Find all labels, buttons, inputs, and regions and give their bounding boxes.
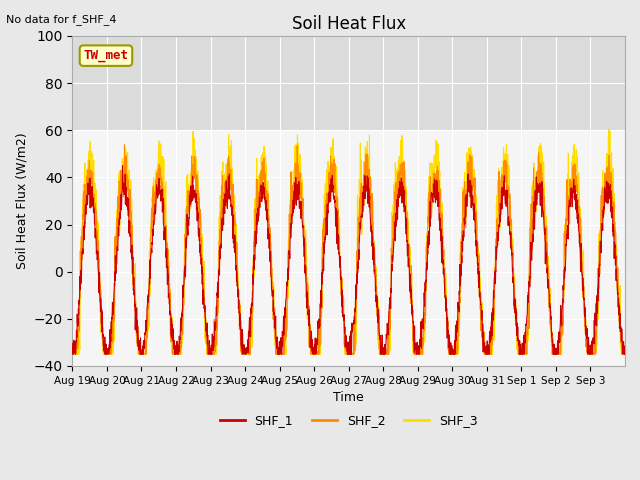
Y-axis label: Soil Heat Flux (W/m2): Soil Heat Flux (W/m2) [15, 132, 28, 269]
SHF_2 [614, 289, 621, 295]
Legend: SHF_1, SHF_2, SHF_3: SHF_1, SHF_2, SHF_3 [214, 409, 483, 432]
Text: No data for f_SHF_4: No data for f_SHF_4 [6, 14, 117, 25]
X-axis label: Time: Time [333, 391, 364, 404]
SHF_3 [68, 351, 76, 357]
SHF_3 [547, 285, 554, 290]
SHF_2 [516, 351, 524, 357]
Line: SHF_2: SHF_2 [72, 145, 625, 354]
Line: SHF_3: SHF_3 [72, 130, 625, 354]
SHF_3 [515, 351, 523, 357]
SHF_2 [68, 348, 76, 354]
SHF_2 [124, 177, 132, 182]
SHF_3 [605, 127, 612, 132]
SHF_1 [614, 291, 621, 297]
SHF_1 [69, 351, 77, 357]
Title: Soil Heat Flux: Soil Heat Flux [292, 15, 406, 33]
SHF_1 [383, 332, 390, 337]
Line: SHF_1: SHF_1 [72, 166, 625, 354]
SHF_1 [621, 349, 629, 355]
SHF_3 [621, 351, 629, 357]
SHF_1 [124, 205, 132, 211]
SHF_3 [382, 351, 390, 357]
Bar [72, 36, 625, 130]
SHF_2 [621, 351, 629, 357]
SHF_2 [547, 313, 554, 319]
SHF_3 [243, 351, 251, 357]
SHF_3 [124, 150, 131, 156]
SHF_2 [120, 142, 128, 148]
SHF_1 [547, 311, 554, 316]
SHF_1 [243, 350, 251, 356]
Text: TW_met: TW_met [83, 49, 129, 62]
SHF_1 [68, 348, 76, 354]
SHF_1 [118, 163, 126, 168]
SHF_3 [614, 286, 621, 292]
SHF_2 [383, 351, 390, 357]
SHF_1 [516, 351, 524, 357]
SHF_2 [69, 351, 77, 357]
SHF_2 [243, 351, 251, 357]
